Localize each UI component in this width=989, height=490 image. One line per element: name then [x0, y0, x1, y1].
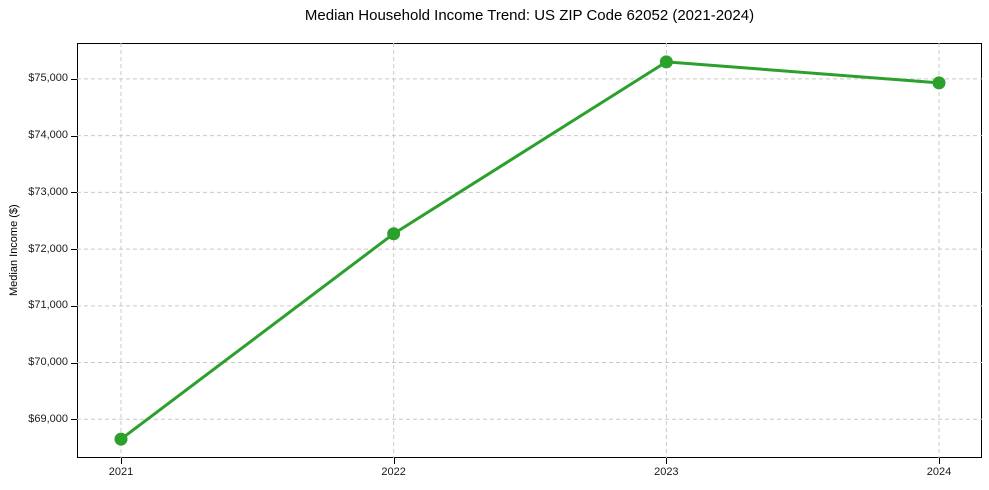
y-tick-mark: [71, 135, 77, 137]
y-tick-label: $75,000: [28, 72, 68, 85]
y-tick-mark: [71, 192, 77, 194]
y-tick-label: $69,000: [28, 412, 68, 425]
y-tick-mark: [71, 362, 77, 364]
line-chart: [77, 43, 982, 458]
data-point: [932, 76, 946, 90]
y-tick-mark: [71, 419, 77, 421]
y-tick-mark: [71, 249, 77, 251]
data-point: [659, 55, 673, 69]
data-point: [114, 432, 128, 446]
chart-title: Median Household Income Trend: US ZIP Co…: [304, 7, 755, 24]
x-tick-label: 2021: [108, 466, 134, 478]
x-tick-mark: [393, 458, 395, 464]
x-tick-label: 2022: [381, 466, 406, 478]
data-point: [387, 227, 401, 241]
plot-area: [77, 43, 982, 458]
y-tick-label: $70,000: [28, 356, 68, 369]
trend-line: [120, 60, 940, 441]
x-tick-mark: [666, 458, 668, 464]
y-tick-mark: [71, 78, 77, 80]
y-tick-label: $73,000: [28, 185, 68, 198]
y-tick-mark: [71, 305, 77, 307]
x-tick-mark: [121, 458, 122, 464]
x-tick-label: 2024: [926, 466, 952, 478]
y-tick-label: $74,000: [28, 129, 68, 142]
x-tick-mark: [939, 458, 940, 464]
y-tick-label: $71,000: [28, 299, 68, 312]
y-tick-label: $72,000: [28, 242, 68, 255]
x-tick-label: 2023: [654, 466, 679, 478]
